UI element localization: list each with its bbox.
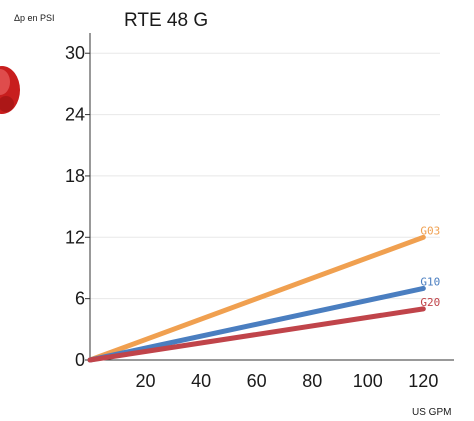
y-tick-label: 12	[65, 227, 85, 247]
y-tick-label: 0	[75, 350, 85, 370]
x-tick-label: 20	[136, 371, 156, 391]
y-tick-label: 18	[65, 166, 85, 186]
y-axis-label: Δp en PSI	[14, 13, 55, 23]
series-labels: G03 G10 G20	[420, 224, 440, 309]
x-ticks: 20 40 60 80 100 120	[136, 371, 439, 391]
series-label-g10: G10	[420, 275, 440, 288]
x-tick-label: 100	[353, 371, 383, 391]
y-tick-label: 30	[65, 43, 85, 63]
y-tick-label: 6	[75, 289, 85, 309]
axes	[89, 33, 454, 361]
x-tick-label: 80	[302, 371, 322, 391]
x-tick-label: 40	[191, 371, 211, 391]
series-line-g20	[87, 306, 426, 363]
x-axis-label: US GPM	[412, 407, 451, 418]
series-label-g20: G20	[420, 296, 440, 309]
x-tick-label: 120	[408, 371, 438, 391]
series-line-g10	[87, 285, 426, 363]
gridlines	[90, 52, 440, 300]
x-tick-label: 60	[247, 371, 267, 391]
y-tick-label: 24	[65, 105, 85, 125]
series-lines	[87, 234, 426, 363]
series-label-g03: G03	[420, 224, 440, 237]
red-sphere-icon	[0, 66, 20, 114]
series-line-g03	[87, 234, 426, 363]
chart-title: RTE 48 G	[124, 10, 208, 31]
y-ticks: 0 6 12 18 24 30	[65, 43, 90, 370]
